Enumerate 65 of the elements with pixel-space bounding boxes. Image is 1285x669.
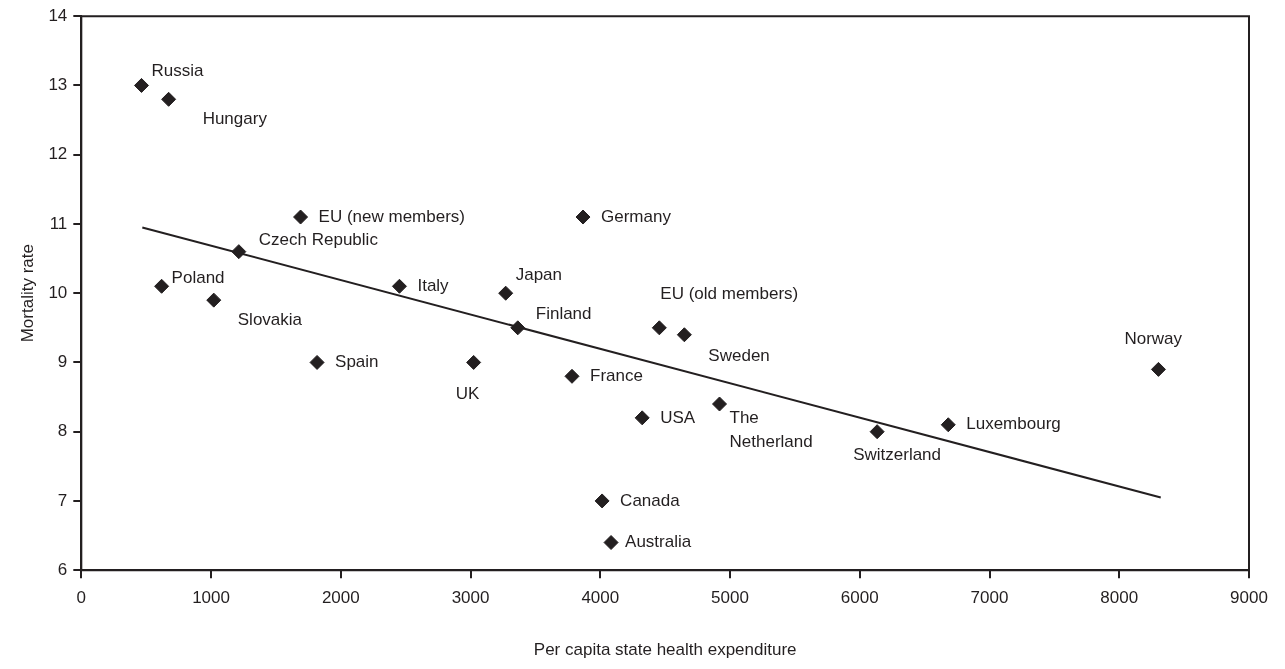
point	[293, 209, 309, 225]
annotation: Poland	[171, 267, 225, 287]
x-tick-label: 8000	[1100, 588, 1139, 608]
annotation: Slovakia	[237, 309, 303, 329]
annotation: Luxembourg	[966, 414, 1061, 434]
point	[940, 417, 956, 433]
x-tick-label: 0	[76, 588, 87, 608]
y-tick-label: 9	[57, 352, 68, 372]
y-tick-label: 11	[49, 213, 68, 233]
annotation: Japan	[515, 264, 563, 284]
annotation: Czech Republic	[258, 230, 379, 250]
y-tick-label: 6	[57, 559, 68, 579]
y-tick-label: 8	[57, 421, 68, 441]
point	[231, 244, 247, 260]
y-tick-label: 13	[48, 75, 68, 95]
annotation: Russia	[151, 61, 205, 81]
y-axis-title: Mortality rate	[17, 244, 37, 343]
point	[309, 354, 325, 370]
annotation: Spain	[335, 352, 379, 372]
x-tick-label: 6000	[840, 588, 879, 608]
y-tick-label: 7	[57, 490, 68, 510]
point	[391, 278, 407, 294]
point	[634, 410, 650, 426]
point	[594, 493, 610, 509]
x-tick-label: 2000	[321, 588, 360, 608]
y-tick-label: 12	[48, 144, 68, 164]
annotation: Finland	[535, 303, 592, 323]
annotation: Italy	[417, 275, 450, 295]
point	[466, 354, 482, 370]
point	[564, 368, 580, 384]
point	[510, 320, 526, 336]
annotation: France	[590, 365, 643, 385]
x-tick-label: 3000	[451, 588, 490, 608]
annotation: EU (new members)	[318, 206, 465, 226]
x-tick-label: 4000	[581, 588, 620, 608]
x-tick-label: 1000	[192, 588, 230, 608]
point	[676, 327, 692, 343]
x-tick-label: 9000	[1230, 588, 1268, 608]
point	[712, 396, 728, 412]
point	[161, 91, 177, 107]
annotation: Germany	[601, 206, 672, 226]
annotation: Sweden	[708, 346, 770, 366]
point	[498, 285, 514, 301]
point	[134, 77, 150, 93]
annotation: Norway	[1124, 329, 1183, 349]
point	[206, 292, 222, 308]
annotation: Hungary	[202, 108, 268, 128]
point	[603, 535, 619, 550]
x-tick-label: 5000	[711, 588, 749, 608]
point	[869, 424, 885, 440]
annotation: The Netherland	[729, 407, 813, 451]
annotation: Australia	[625, 532, 692, 552]
annotation: Switzerland	[853, 445, 942, 465]
y-tick-label: 10	[48, 282, 68, 302]
point	[575, 209, 591, 225]
x-axis-title: Per capita state health expenditure	[533, 640, 797, 660]
annotation: Canada	[620, 490, 681, 510]
y-tick-label: 14	[48, 5, 68, 25]
point	[1150, 361, 1166, 377]
annotation: EU (old members)	[660, 283, 799, 303]
x-tick-label: 7000	[970, 588, 1009, 608]
annotation: UK	[455, 384, 480, 404]
annotation: USA	[660, 407, 696, 427]
point	[154, 278, 170, 294]
point	[651, 320, 667, 336]
